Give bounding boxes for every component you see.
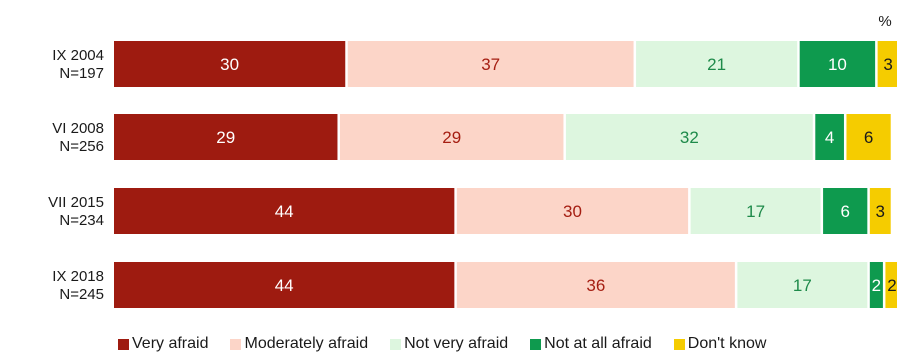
data-label: 29 [216, 128, 235, 147]
unit-label: % [878, 13, 891, 30]
bar-segment [815, 114, 844, 160]
legend-item: Moderately afraid [230, 335, 368, 353]
bar-segment [690, 188, 821, 234]
bar-segment [885, 262, 897, 308]
bar-segment [114, 188, 455, 234]
data-label: 32 [680, 128, 699, 147]
legend-label: Moderately afraid [244, 335, 369, 352]
legend-item: Don't know [673, 335, 767, 353]
data-label: 3 [876, 202, 885, 221]
bar-segment [869, 262, 883, 308]
legend-item: Very afraid [118, 335, 208, 353]
category-label: VII 2015 N=234 [48, 194, 104, 229]
bar-segment [114, 262, 455, 308]
legend-swatch [118, 338, 129, 350]
bar-segment [347, 41, 634, 87]
data-label: 3 [883, 55, 892, 74]
data-label: 6 [840, 202, 849, 221]
data-label: 17 [793, 276, 812, 295]
data-label: 37 [481, 55, 500, 74]
bars-group: IX 2004 N=197 30 37 21 10 3VI 2008 N=256 29 29 32 4… [48, 41, 897, 308]
data-label: 44 [275, 276, 294, 295]
legend-item: Not at all afraid [530, 335, 652, 353]
bar-segment [799, 41, 876, 87]
bar-segment [869, 188, 891, 234]
legend: Very afraid Moderately afraid Not very afr… [118, 334, 897, 354]
legend-swatch [390, 338, 402, 350]
bar-segment [114, 114, 338, 160]
bar-segment [565, 114, 813, 160]
legend-label: Not very afraid [404, 335, 509, 352]
bar-segment [877, 41, 897, 87]
bar-segment [339, 114, 564, 160]
category-label: VI 2008 N=256 [52, 120, 104, 155]
legend-label: Not at all afraid [544, 335, 652, 352]
data-label: 17 [746, 202, 765, 221]
bar-segment [846, 114, 891, 160]
legend-swatch [230, 338, 242, 350]
legend-label: Don't know [687, 335, 767, 352]
bar-segment [114, 41, 346, 87]
data-label: 36 [586, 276, 605, 295]
bar-segment [636, 41, 798, 87]
legend-swatch [530, 338, 542, 350]
data-label: 4 [825, 128, 834, 147]
data-label: 10 [828, 55, 847, 74]
data-label: 21 [707, 55, 726, 74]
data-label: 6 [864, 128, 873, 147]
legend-item: Not very afraid [390, 335, 508, 353]
bar-segment [823, 188, 868, 234]
legend-label: Very afraid [132, 335, 209, 352]
data-label: 30 [220, 55, 239, 74]
data-label: 30 [563, 202, 582, 221]
stacked-bar-chart: % IX 2004 N=197 30 37 21 10 3 VI 2008 N=256 29 29 3… [48, 13, 897, 308]
bar-segment [456, 262, 735, 308]
data-label: 2 [872, 276, 881, 295]
data-label: 2 [887, 276, 896, 295]
legend-swatch [673, 338, 685, 350]
data-label: 44 [275, 202, 294, 221]
bar-segment [737, 262, 868, 308]
category-label: IX 2018 N=245 [52, 268, 104, 303]
bar-segment [456, 188, 689, 234]
data-label: 29 [442, 128, 461, 147]
category-label: IX 2004 N=197 [52, 47, 104, 82]
